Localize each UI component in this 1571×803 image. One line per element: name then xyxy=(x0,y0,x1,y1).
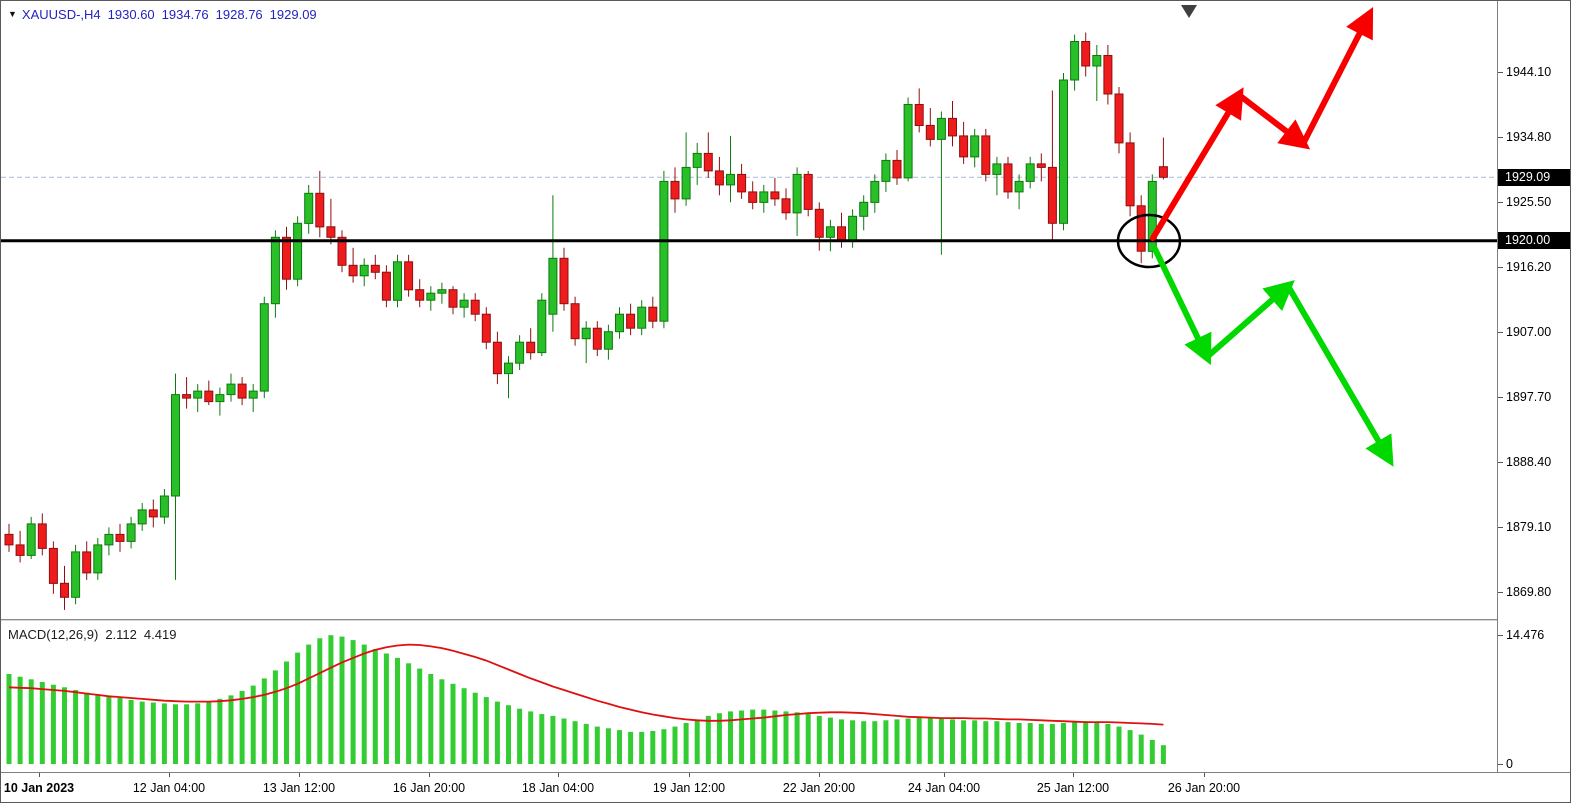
macd-tick-label: 14.476 xyxy=(1506,628,1545,642)
chart-info-line: ▼ XAUUSD-,H4 1930.60 1934.76 1928.76 1929.09 xyxy=(8,7,317,22)
macd-signal-value: 4.419 xyxy=(143,627,177,642)
price-chart-pane[interactable] xyxy=(1,1,1497,619)
time-tick-label: 26 Jan 20:00 xyxy=(1167,781,1241,795)
time-tick-mark xyxy=(944,773,945,777)
time-tick-label: 22 Jan 20:00 xyxy=(782,781,856,795)
current-price-badge: 1929.09 xyxy=(1498,169,1570,186)
price-tick-label: 1916.20 xyxy=(1506,260,1552,274)
macd-tick-label: 0 xyxy=(1506,757,1513,771)
price-tick-mark xyxy=(1498,635,1503,636)
time-tick-mark xyxy=(39,773,40,777)
price-tick-label: 1907.00 xyxy=(1506,325,1552,339)
time-tick-label: 10 Jan 2023 xyxy=(3,781,75,795)
ohlc-close: 1929.09 xyxy=(269,7,317,22)
time-axis[interactable]: 10 Jan 2023 12 Jan 04:00 13 Jan 12:00 16 Ja… xyxy=(1,772,1570,802)
symbol-dropdown-icon[interactable]: ▼ xyxy=(8,9,17,19)
chart-shift-marker xyxy=(1181,5,1197,18)
price-tick-mark xyxy=(1498,592,1503,593)
price-tick-mark xyxy=(1498,137,1503,138)
time-tick-label: 13 Jan 12:00 xyxy=(262,781,336,795)
time-tick-label: 19 Jan 12:00 xyxy=(652,781,726,795)
macd-name-label: MACD(12,26,9) xyxy=(8,627,99,642)
time-tick-mark xyxy=(819,773,820,777)
time-tick-mark xyxy=(169,773,170,777)
macd-main-value: 2.112 xyxy=(105,627,137,642)
bearish-scenario-arrow xyxy=(1285,283,1394,467)
price-tick-label: 1869.80 xyxy=(1506,585,1552,599)
entry-circle-annotation xyxy=(1116,213,1182,269)
price-tick-label: 1879.10 xyxy=(1506,520,1552,534)
price-tick-label: 1934.80 xyxy=(1506,130,1552,144)
time-tick-label: 25 Jan 12:00 xyxy=(1036,781,1110,795)
price-tick-mark xyxy=(1498,462,1503,463)
macd-indicator-pane[interactable] xyxy=(1,619,1497,772)
bullish-scenario-arrow xyxy=(1236,92,1311,150)
time-tick-label: 24 Jan 04:00 xyxy=(907,781,981,795)
time-tick-mark xyxy=(429,773,430,777)
time-tick-label: 16 Jan 20:00 xyxy=(392,781,466,795)
time-tick-mark xyxy=(1073,773,1074,777)
price-tick-label: 1944.10 xyxy=(1506,65,1552,79)
bullish-scenario-arrow xyxy=(1150,87,1244,241)
ohlc-open: 1930.60 xyxy=(107,7,155,22)
bearish-scenario-arrow xyxy=(1204,280,1295,360)
time-tick-label: 12 Jan 04:00 xyxy=(132,781,206,795)
price-tick-mark xyxy=(1498,267,1503,268)
price-tick-mark xyxy=(1498,72,1503,73)
price-tick-mark xyxy=(1498,332,1503,333)
price-axis[interactable]: 1944.10 1934.80 1925.50 1916.20 1907.00 1897.… xyxy=(1497,1,1570,802)
time-tick-mark xyxy=(299,773,300,777)
macd-info-line: MACD(12,26,9) 2.112 4.419 xyxy=(8,627,176,642)
price-tick-mark xyxy=(1498,202,1503,203)
bullish-scenario-arrow xyxy=(1300,6,1374,147)
hline-price-badge: 1920.00 xyxy=(1498,232,1570,249)
time-tick-mark xyxy=(689,773,690,777)
time-tick-mark xyxy=(1204,773,1205,777)
time-tick-label: 18 Jan 04:00 xyxy=(521,781,595,795)
time-tick-mark xyxy=(558,773,559,777)
price-tick-mark xyxy=(1498,397,1503,398)
bearish-scenario-arrow xyxy=(1152,246,1212,366)
price-tick-label: 1888.40 xyxy=(1506,455,1552,469)
ohlc-high: 1934.76 xyxy=(161,7,209,22)
ohlc-low: 1928.76 xyxy=(215,7,263,22)
price-tick-mark xyxy=(1498,527,1503,528)
price-tick-label: 1897.70 xyxy=(1506,390,1552,404)
price-tick-mark xyxy=(1498,764,1503,765)
symbol-timeframe-label: XAUUSD-,H4 xyxy=(21,7,101,22)
price-tick-label: 1925.50 xyxy=(1506,195,1552,209)
